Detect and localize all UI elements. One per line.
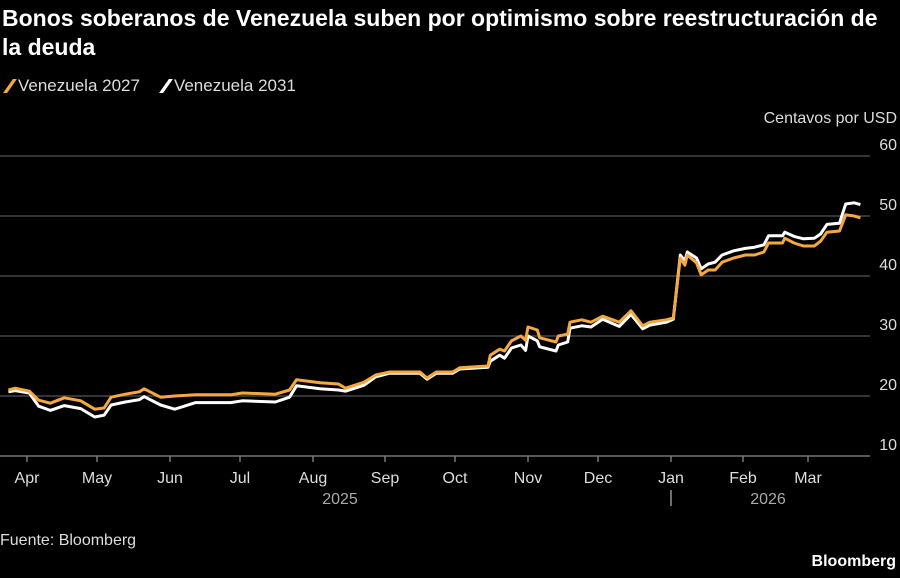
y-tick-label: 60 — [879, 137, 897, 154]
year-label: 2025 — [322, 491, 358, 508]
x-tick-label: Apr — [15, 470, 41, 487]
year-label: 2026 — [750, 491, 786, 508]
chart-title: Bonos soberanos de Venezuela suben por o… — [2, 5, 878, 60]
x-tick-label: Dec — [584, 470, 612, 487]
y-tick-label: 50 — [879, 197, 897, 214]
x-tick-label: Oct — [443, 470, 468, 487]
unit-label: Centavos por USD — [763, 110, 897, 127]
legend: Venezuela 2027 Venezuela 2031 — [2, 76, 296, 96]
x-tick-label: Nov — [514, 470, 542, 487]
x-tick-label: Jan — [658, 470, 684, 487]
series-line-2027 — [8, 213, 861, 411]
x-tick-label: Jul — [230, 470, 250, 487]
source-note: Fuente: Bloomberg — [0, 532, 137, 549]
series-line-2031 — [8, 201, 861, 419]
bloomberg-logo: Bloomberg — [811, 553, 896, 570]
x-tick-label: Sep — [371, 470, 400, 487]
legend-item-2027: Venezuela 2027 — [2, 76, 140, 96]
x-tick-label: Mar — [794, 470, 822, 487]
y-tick-label: 30 — [879, 317, 897, 334]
legend-label-2031: Venezuela 2031 — [173, 76, 296, 95]
y-tick-label: 40 — [879, 257, 897, 274]
x-tick-label: Feb — [729, 470, 757, 487]
y-tick-label: 20 — [879, 377, 897, 394]
x-tick-label: May — [82, 470, 112, 487]
x-tick-label: Jun — [157, 470, 183, 487]
legend-label-2027: Venezuela 2027 — [18, 76, 140, 95]
x-tick-label: Aug — [299, 470, 327, 487]
legend-item-2031: Venezuela 2031 — [158, 76, 296, 96]
y-tick-label: 10 — [879, 437, 897, 454]
